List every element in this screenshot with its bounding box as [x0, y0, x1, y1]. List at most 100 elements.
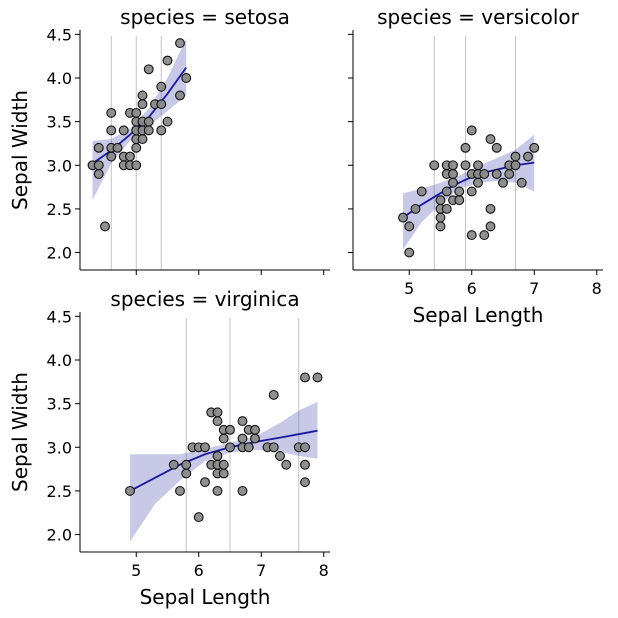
data-point — [275, 451, 285, 461]
data-point — [137, 99, 148, 110]
data-point — [137, 134, 148, 145]
data-point — [460, 160, 471, 171]
data-point — [491, 142, 502, 153]
data-point — [300, 459, 310, 470]
data-point — [398, 212, 408, 223]
x-tick-label: 7 — [529, 279, 539, 298]
data-point — [491, 169, 502, 179]
data-point — [460, 142, 471, 153]
setosa-points — [87, 38, 192, 232]
data-point — [125, 151, 135, 162]
y-tick-label: 2.0 — [47, 526, 72, 545]
data-point — [156, 81, 167, 92]
x-tick-label: 8 — [319, 561, 329, 580]
data-point — [473, 160, 483, 171]
setosa-y-axis-label: Sepal Width — [8, 90, 32, 210]
data-point — [93, 169, 104, 179]
virginica-y-axis-label: Sepal Width — [8, 372, 32, 492]
data-point — [100, 221, 110, 232]
data-point — [429, 160, 440, 171]
data-point — [479, 230, 490, 241]
data-point — [416, 186, 427, 197]
data-point — [237, 433, 248, 444]
data-point — [175, 90, 185, 101]
data-point — [200, 442, 210, 453]
data-point — [218, 468, 229, 479]
data-point — [212, 416, 223, 427]
data-point — [168, 459, 179, 470]
data-point — [218, 459, 229, 470]
y-tick-label: 3.0 — [47, 438, 72, 457]
y-tick-label: 4.5 — [47, 307, 72, 326]
y-tick-label: 2.5 — [47, 200, 72, 219]
data-point — [162, 116, 173, 127]
panel-setosa: 2.0 2.5 3.0 3.5 4.0 4.5 species = setosa Sepa… — [8, 5, 330, 275]
data-point — [523, 151, 533, 162]
data-point — [300, 442, 310, 453]
data-point — [410, 203, 421, 214]
data-point — [404, 221, 415, 232]
data-point — [175, 38, 185, 49]
y-tick-label: 4.5 — [47, 25, 72, 44]
data-point — [485, 221, 496, 232]
data-point — [529, 142, 540, 153]
versicolor-axes: 5 6 7 8 — [348, 30, 603, 298]
data-point — [193, 512, 204, 523]
data-point — [212, 451, 223, 461]
data-point — [435, 195, 446, 206]
data-point — [93, 160, 104, 171]
x-tick-label: 5 — [404, 279, 414, 298]
panel-versicolor: 5 6 7 8 species = versicolor Sepal Length — [348, 5, 603, 327]
data-point — [137, 90, 148, 101]
data-point — [156, 125, 167, 136]
data-point — [237, 485, 248, 496]
panel-virginica: 2.0 2.5 3.0 3.5 4.0 4.5 5 6 7 8 species = virgini… — [8, 287, 330, 609]
y-tick-label: 3.5 — [47, 113, 72, 132]
data-point — [131, 107, 142, 118]
y-tick-label: 3.5 — [47, 395, 72, 414]
versicolor-points — [398, 125, 540, 258]
data-point — [143, 64, 154, 75]
x-tick-label: 8 — [592, 279, 602, 298]
data-point — [448, 177, 458, 188]
data-point — [281, 459, 292, 470]
data-point — [243, 442, 254, 453]
data-point — [106, 125, 117, 136]
x-tick-label: 6 — [194, 561, 204, 580]
data-point — [466, 125, 477, 136]
data-point — [485, 203, 496, 214]
setosa-panel-title: species = setosa — [120, 5, 290, 29]
data-point — [118, 125, 129, 136]
data-point — [448, 169, 458, 179]
x-tick-label: 7 — [256, 561, 266, 580]
y-tick-label: 2.0 — [47, 244, 72, 263]
data-point — [125, 485, 135, 496]
data-point — [404, 247, 415, 258]
data-point — [510, 151, 521, 162]
data-point — [435, 212, 446, 223]
data-point — [181, 468, 192, 479]
data-point — [218, 433, 229, 444]
data-point — [441, 203, 452, 214]
data-point — [106, 151, 117, 162]
data-point — [156, 99, 167, 110]
data-point — [454, 195, 465, 206]
data-point — [516, 177, 527, 188]
data-point — [504, 169, 515, 179]
data-point — [200, 477, 210, 488]
data-point — [143, 125, 154, 136]
setosa-axes: 2.0 2.5 3.0 3.5 4.0 4.5 — [47, 25, 330, 275]
data-point — [441, 186, 452, 197]
data-point — [268, 389, 279, 400]
versicolor-confidence-band — [403, 134, 535, 250]
data-point — [473, 177, 483, 188]
virginica-x-axis-label: Sepal Length — [140, 585, 271, 609]
versicolor-panel-title: species = versicolor — [377, 5, 580, 29]
data-point — [143, 116, 154, 127]
data-point — [268, 442, 279, 453]
data-point — [162, 55, 173, 66]
data-point — [225, 442, 235, 453]
data-point — [212, 407, 223, 418]
data-point — [131, 142, 142, 153]
